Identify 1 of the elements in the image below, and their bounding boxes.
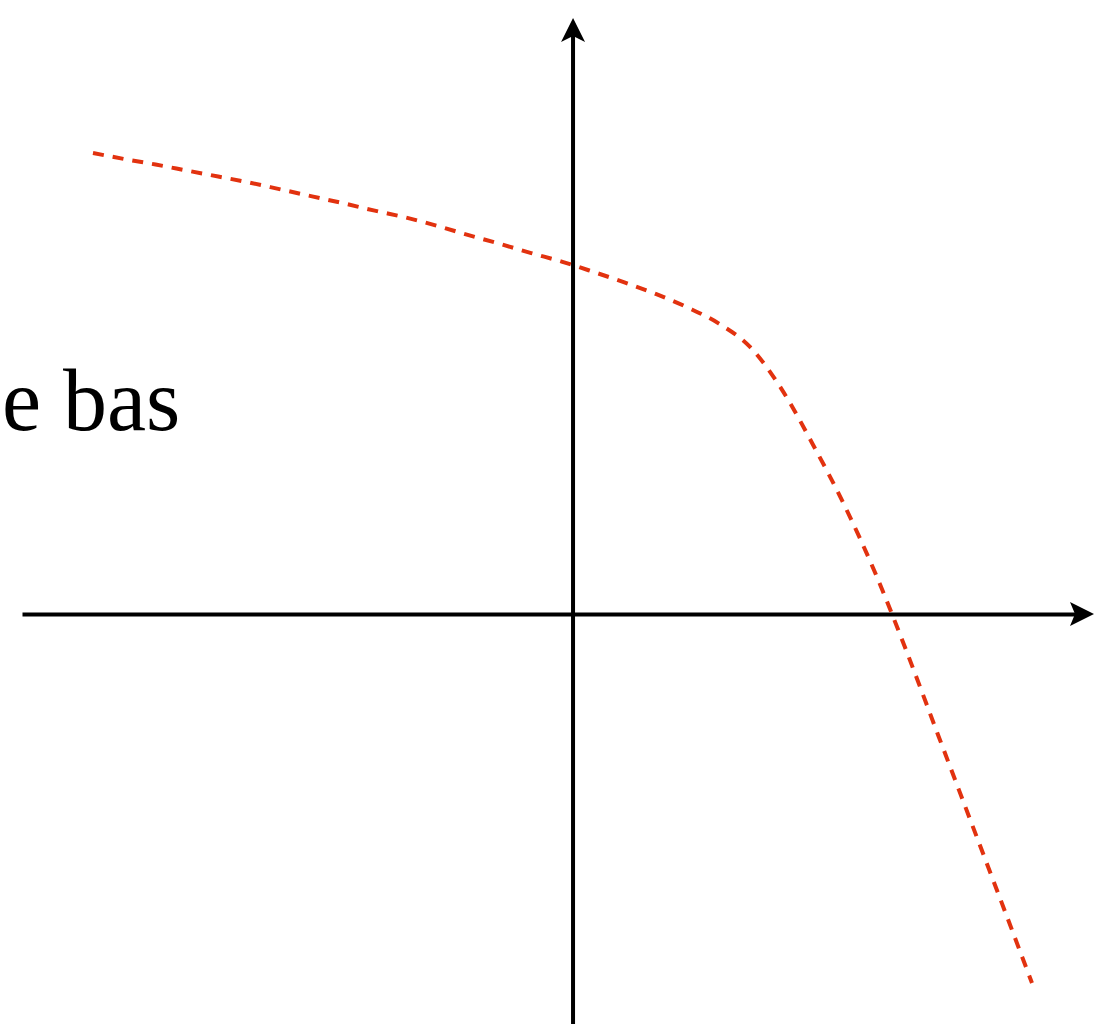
annotation: e bas — [2, 352, 181, 449]
